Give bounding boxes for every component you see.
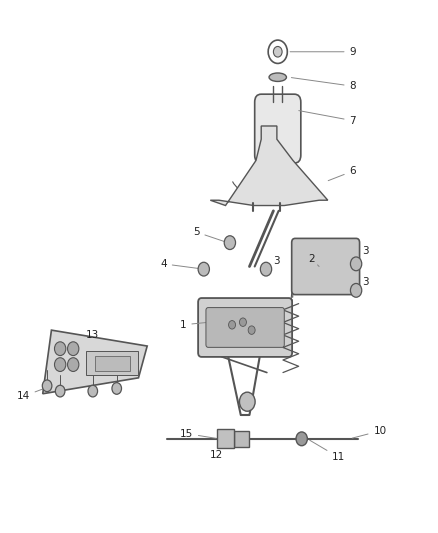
Text: 3: 3: [273, 256, 280, 266]
Polygon shape: [43, 330, 147, 394]
Text: 13: 13: [86, 330, 99, 341]
Circle shape: [273, 46, 282, 57]
Circle shape: [240, 318, 247, 326]
Circle shape: [112, 383, 121, 394]
Text: 1: 1: [180, 320, 233, 330]
Circle shape: [350, 257, 362, 271]
Circle shape: [54, 358, 66, 372]
FancyBboxPatch shape: [254, 94, 301, 163]
Text: 12: 12: [210, 450, 223, 460]
Text: 5: 5: [193, 227, 225, 242]
Circle shape: [296, 432, 307, 446]
Circle shape: [198, 262, 209, 276]
Circle shape: [54, 342, 66, 356]
Polygon shape: [210, 126, 328, 206]
Ellipse shape: [269, 73, 286, 82]
Text: 2: 2: [308, 254, 319, 266]
Bar: [86, 351, 138, 375]
Text: 8: 8: [291, 78, 356, 91]
Text: 4: 4: [160, 259, 201, 269]
Text: 7: 7: [299, 110, 356, 126]
Circle shape: [224, 236, 236, 249]
FancyBboxPatch shape: [198, 298, 292, 357]
Text: 9: 9: [290, 47, 356, 56]
Circle shape: [42, 380, 52, 392]
Text: 14: 14: [17, 389, 45, 401]
Circle shape: [67, 358, 79, 372]
Bar: [217, 429, 234, 448]
Circle shape: [248, 326, 255, 334]
Text: 15: 15: [180, 429, 216, 439]
Bar: [95, 356, 130, 372]
FancyBboxPatch shape: [292, 238, 360, 295]
Circle shape: [260, 262, 272, 276]
Circle shape: [240, 392, 255, 411]
Text: 6: 6: [328, 166, 356, 181]
Text: 11: 11: [310, 440, 346, 463]
Circle shape: [55, 385, 65, 397]
Text: 3: 3: [363, 246, 369, 256]
Circle shape: [350, 284, 362, 297]
Circle shape: [229, 320, 236, 329]
Bar: [234, 431, 250, 447]
FancyBboxPatch shape: [206, 308, 284, 348]
Text: 10: 10: [352, 426, 387, 438]
Text: 3: 3: [363, 277, 369, 287]
Circle shape: [67, 342, 79, 356]
Circle shape: [88, 385, 98, 397]
